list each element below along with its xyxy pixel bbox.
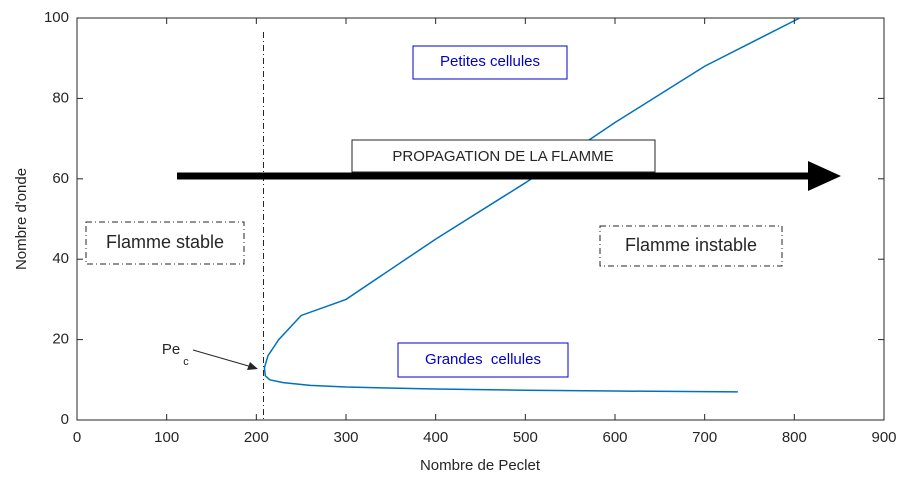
annotation: Flamme instable <box>625 235 757 255</box>
annotation: Grandes cellules <box>425 351 541 368</box>
x-tick-label: 900 <box>871 429 896 446</box>
x-tick-label: 500 <box>513 429 538 446</box>
x-tick-label: 0 <box>73 429 81 446</box>
x-tick-label: 800 <box>782 429 807 446</box>
annotation-subscript: c <box>183 356 189 368</box>
annotation-arrow <box>192 349 253 368</box>
y-tick-label: 100 <box>44 9 69 26</box>
annotation-box <box>85 221 245 265</box>
y-tick-label: 40 <box>52 250 69 267</box>
y-axis-label: Nombre d'onde <box>13 168 30 270</box>
y-tick-label: 80 <box>52 89 69 106</box>
x-tick-label: 400 <box>423 429 448 446</box>
x-tick-label: 100 <box>154 429 179 446</box>
annotation-box <box>412 45 568 80</box>
annotation-box <box>599 225 783 267</box>
annotation: Pe <box>162 341 180 358</box>
annotation-box <box>351 139 656 173</box>
plot-frame <box>76 17 885 421</box>
y-tick-label: 0 <box>61 411 69 428</box>
x-tick-label: 200 <box>244 429 269 446</box>
annotation-box <box>397 342 569 378</box>
x-axis-label: Nombre de Peclet <box>420 457 541 474</box>
x-tick-label: 600 <box>602 429 627 446</box>
annotation: PROPAGATION DE LA FLAMME <box>392 148 613 165</box>
arrow-head <box>808 161 841 191</box>
annotation: Flamme stable <box>106 232 224 252</box>
y-tick-label: 60 <box>52 170 69 187</box>
y-tick-label: 20 <box>52 331 69 348</box>
x-tick-label: 700 <box>692 429 717 446</box>
annotation-arrow-head <box>247 362 258 370</box>
x-tick-label: 300 <box>333 429 358 446</box>
data-line <box>263 17 801 393</box>
annotation: Petites cellules <box>440 53 540 70</box>
